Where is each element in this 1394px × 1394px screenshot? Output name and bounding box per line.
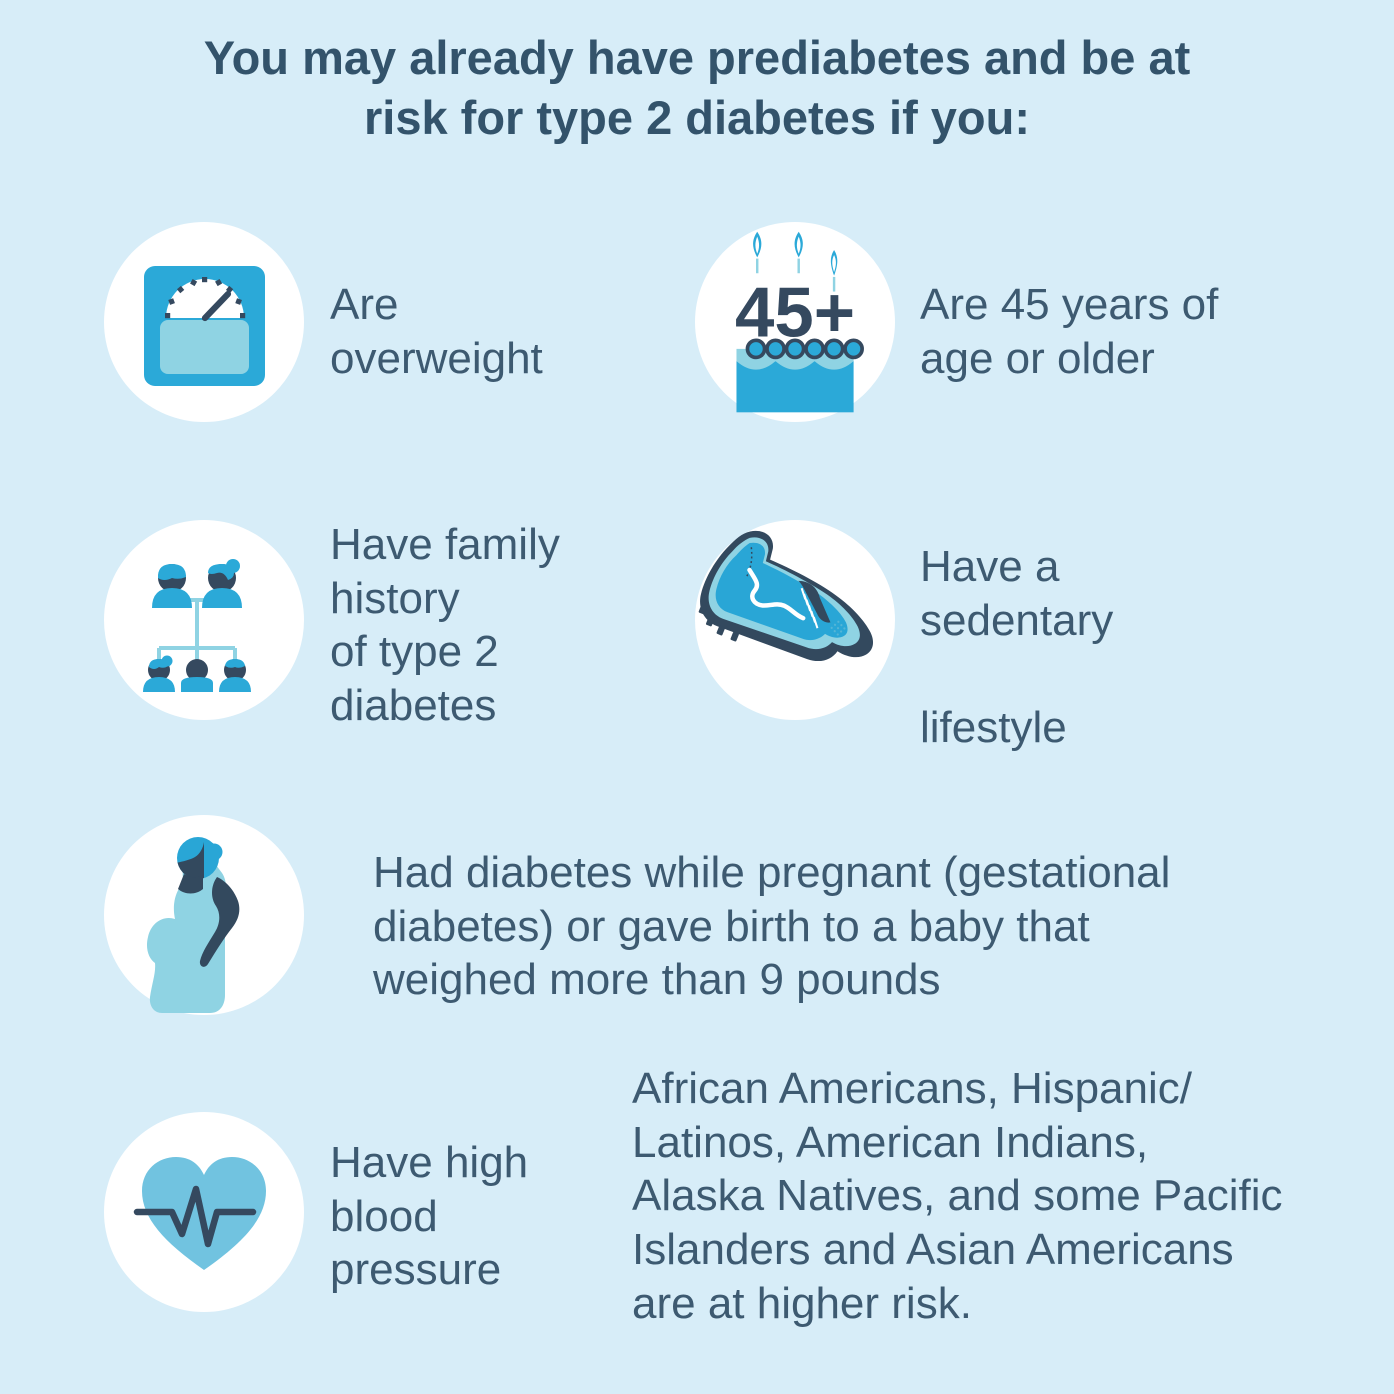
svg-text:45+: 45+ xyxy=(735,273,855,352)
